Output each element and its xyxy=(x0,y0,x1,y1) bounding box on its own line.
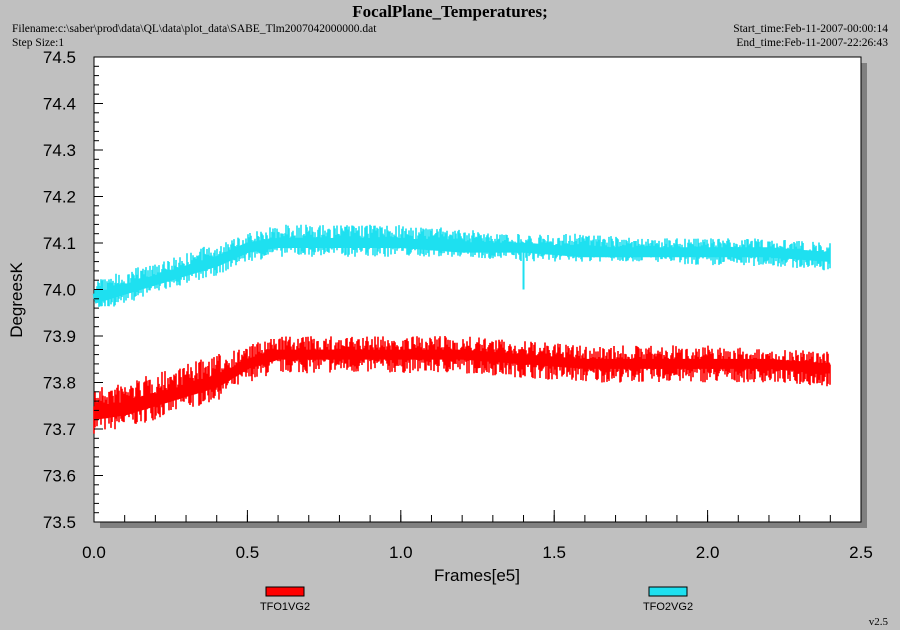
x-tick-label: 1.0 xyxy=(389,543,413,562)
y-tick-label: 74.4 xyxy=(43,95,76,114)
y-tick-label: 73.7 xyxy=(43,420,76,439)
chart-title: FocalPlane_Temperatures; xyxy=(352,2,548,21)
legend-swatch-TFO2VG2 xyxy=(648,586,688,597)
legend-label-TFO1VG2: TFO1VG2 xyxy=(260,601,310,613)
y-axis-title: DegreesK xyxy=(7,262,26,338)
y-tick-label: 73.9 xyxy=(43,327,76,346)
series-TFO1VG2 xyxy=(91,336,833,434)
legend-label-TFO2VG2: TFO2VG2 xyxy=(643,601,693,613)
end-time-label: End_time:Feb-11-2007-22:26:43 xyxy=(736,37,888,49)
y-tick-label: 73.6 xyxy=(43,467,76,486)
y-tick-label: 73.5 xyxy=(43,513,76,532)
y-tick-label: 74.1 xyxy=(43,234,76,253)
filename-label: Filename:c:\saber\prod\data\QL\data\plot… xyxy=(12,23,377,35)
x-tick-label: 1.5 xyxy=(542,543,566,562)
series-TFO2VG2 xyxy=(91,224,833,307)
y-tick-label: 74.2 xyxy=(43,188,76,207)
y-tick-label: 73.8 xyxy=(43,374,76,393)
x-tick-label: 0.0 xyxy=(82,543,106,562)
series-layer xyxy=(91,224,833,434)
x-tick-label: 2.0 xyxy=(696,543,720,562)
step-size-label: Step Size:1 xyxy=(12,37,65,49)
x-tick-label: 0.5 xyxy=(236,543,260,562)
y-tick-label: 74.0 xyxy=(43,281,76,300)
plot-area xyxy=(93,56,862,523)
y-tick-label: 74.3 xyxy=(43,141,76,160)
start-time-label: Start_time:Feb-11-2007-00:00:14 xyxy=(733,23,888,35)
axis-layer: 0.0 0.5 1.0 1.5 2.0 2.5 73.5 73.6 73.7 73.8 73.9 74… xyxy=(43,48,873,562)
legend: TFO1VG2 TFO2VG2 xyxy=(260,586,693,613)
series-line-TFO2VG2 xyxy=(91,238,833,304)
x-tick-label: 2.5 xyxy=(849,543,873,562)
x-axis-title: Frames[e5] xyxy=(434,566,520,585)
legend-swatch-TFO1VG2 xyxy=(265,586,305,597)
series-line-TFO1VG2 xyxy=(91,349,833,420)
y-tick-label: 74.5 xyxy=(43,48,76,67)
version-label: v2.5 xyxy=(868,616,888,628)
